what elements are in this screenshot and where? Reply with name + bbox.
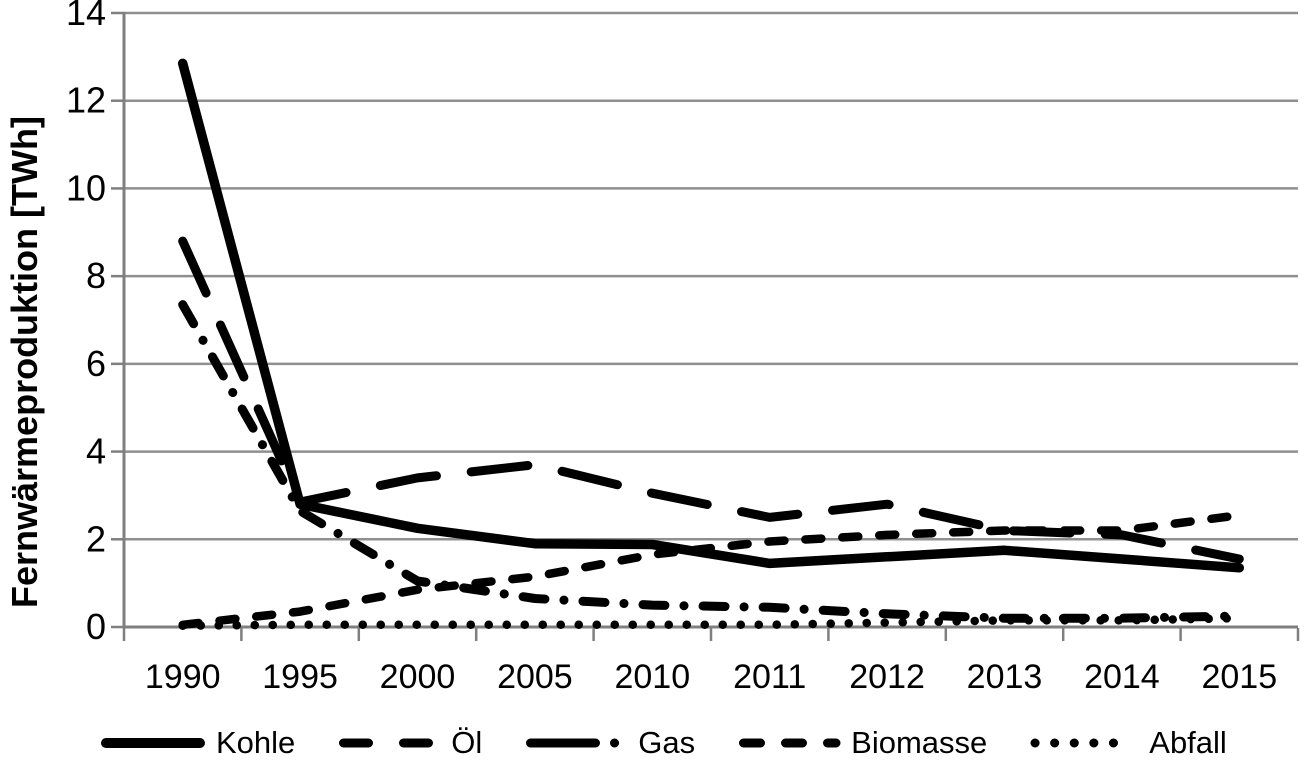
x-tick-label: 2010: [614, 658, 690, 696]
y-axis-title: Fernwärmeproduktion [TWh]: [4, 116, 45, 608]
x-tick-label: 2000: [380, 658, 456, 696]
x-tick-label: 2014: [1084, 658, 1160, 696]
y-tick-label: 4: [86, 431, 106, 472]
series-line-kohle: [177, 58, 1245, 573]
legend-item-abfall: Abfall: [1027, 725, 1227, 761]
x-tick-label: 1995: [262, 658, 338, 696]
legend-item-kohle: Kohle: [100, 725, 295, 761]
x-tick-label: 2012: [849, 658, 925, 696]
legend-label-gas: Gas: [638, 724, 696, 760]
x-tick-label: 2005: [497, 658, 573, 696]
y-tick-label: 8: [86, 255, 106, 296]
series-line-abfall: [178, 613, 1244, 630]
y-tick-label: 14: [66, 0, 106, 33]
x-tick-label: 1990: [145, 658, 221, 696]
dash-line-swatch-icon: [739, 738, 841, 747]
long-dash-line-swatch-icon: [339, 738, 437, 747]
solid-line-swatch-icon: [101, 737, 205, 748]
dotted-line-swatch-icon: [1030, 738, 1138, 747]
y-tick-label: 6: [86, 343, 106, 384]
y-tick-label: 10: [66, 167, 106, 208]
legend-label-abfall: Abfall: [1149, 724, 1227, 760]
legend-item-oel: Öl: [335, 725, 482, 761]
legend-item-biomasse: Biomasse: [735, 725, 987, 761]
legend-item-gas: Gas: [522, 725, 695, 761]
series-line-gas: [178, 300, 1244, 623]
series-line-biomasse: [178, 510, 1244, 630]
legend-label-biomasse: Biomasse: [851, 724, 988, 760]
line-chart-canvas: 1990 1995 2000 2005 2010 2011 2012 2013 2014 2015…: [66, 0, 1300, 696]
y-tick-label: 2: [86, 518, 106, 559]
y-tick-label: 0: [86, 606, 106, 647]
x-tick-label: 2011: [733, 658, 806, 696]
x-tick-label: 2013: [967, 658, 1043, 696]
legend-label-oel: Öl: [451, 724, 483, 760]
x-tick-label: 2015: [1201, 658, 1277, 696]
dash-dot-line-swatch-icon: [526, 738, 620, 747]
y-tick-label: 12: [66, 80, 106, 121]
legend-label-kohle: Kohle: [216, 724, 296, 760]
chart-legend: Kohle Öl Gas Biomasse Abfall: [0, 722, 1304, 763]
